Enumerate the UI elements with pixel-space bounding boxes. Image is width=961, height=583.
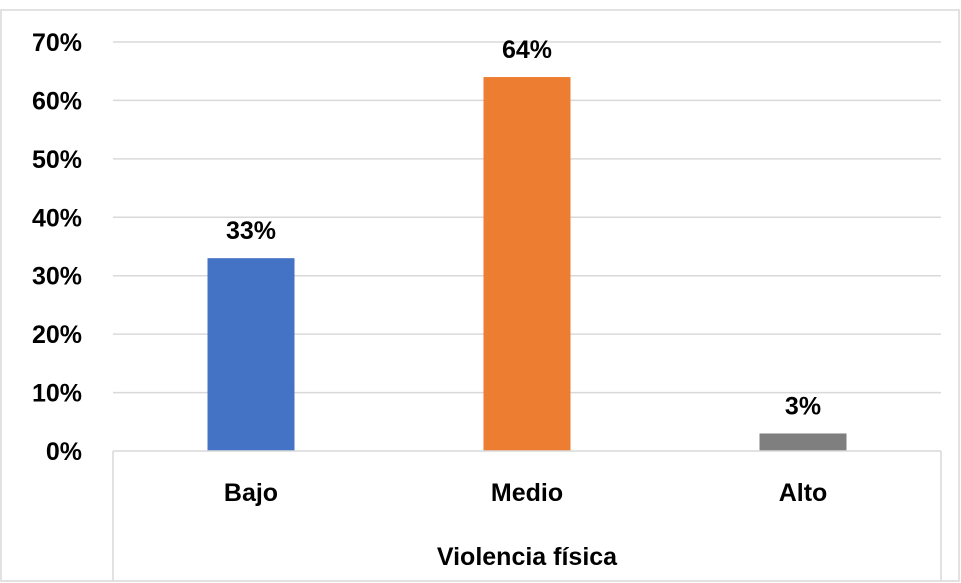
y-tick-label: 30%: [32, 263, 82, 291]
category-label-bajo: Bajo: [224, 479, 278, 507]
category-labels: Bajo Medio Alto: [224, 479, 827, 507]
y-tick-label: 20%: [32, 321, 82, 349]
data-label-medio: 64%: [502, 36, 552, 64]
x-axis-title: Violencia física: [437, 543, 618, 571]
bar-medio: [483, 77, 571, 452]
data-label-alto: 3%: [785, 392, 821, 420]
data-label-bajo: 33%: [226, 217, 276, 245]
category-label-alto: Alto: [779, 479, 828, 507]
x-axis: [112, 450, 942, 581]
y-tick-label: 50%: [32, 146, 82, 174]
chart-area-border: [0, 9, 960, 582]
y-tick-label: 10%: [32, 380, 82, 408]
y-axis-tick-labels: 0% 10% 20% 30% 40% 50% 60% 70%: [32, 29, 82, 466]
y-tick-label: 0%: [46, 438, 82, 466]
y-tick-label: 70%: [32, 29, 82, 57]
y-tick-label: 40%: [32, 204, 82, 232]
y-tick-label: 60%: [32, 87, 82, 115]
bars: [207, 77, 847, 452]
category-label-medio: Medio: [491, 479, 563, 507]
bar-alto: [759, 433, 847, 451]
bar-bajo: [207, 258, 295, 451]
data-labels: 33% 64% 3%: [226, 36, 821, 420]
